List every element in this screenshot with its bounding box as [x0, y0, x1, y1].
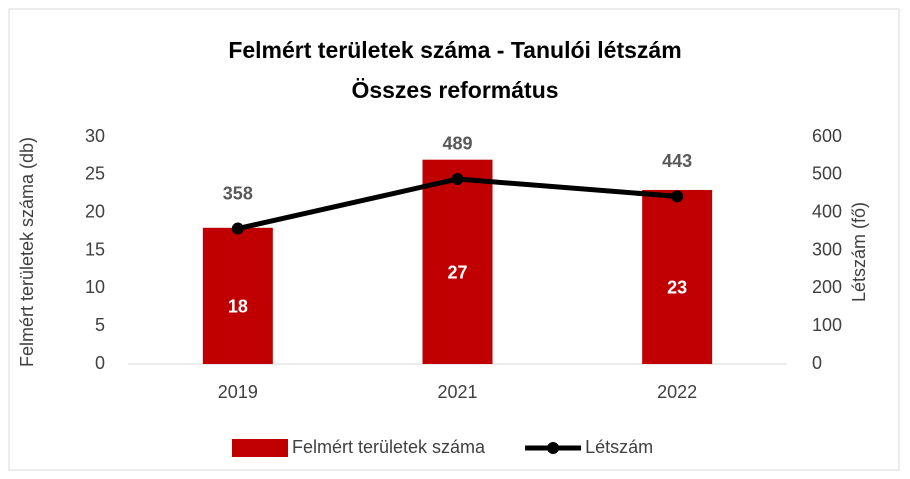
bar	[642, 189, 713, 364]
legend-label: Felmért területek száma	[292, 437, 486, 457]
line-data-label: 489	[442, 134, 472, 154]
x-tick-label: 2021	[437, 382, 477, 402]
y-tick-label: 30	[85, 126, 105, 146]
bar	[202, 227, 273, 364]
chart-subtitle: Összes református	[351, 77, 558, 103]
y-axis-title: Felmért területek száma (db)	[17, 137, 37, 367]
line-data-label: 443	[662, 151, 692, 171]
y-tick-label: 15	[85, 239, 105, 259]
y2-tick-label: 0	[812, 353, 822, 373]
y2-tick-label: 300	[812, 239, 842, 259]
y-tick-label: 25	[85, 164, 105, 184]
y2-tick-label: 200	[812, 277, 842, 297]
y2-tick-label: 100	[812, 315, 842, 335]
y-tick-label: 20	[85, 201, 105, 221]
x-tick-label: 2022	[657, 382, 697, 402]
y-tick-label: 0	[95, 353, 105, 373]
y2-axis-title: Létszám (fő)	[849, 202, 869, 302]
legend-swatch-marker	[547, 442, 560, 454]
bar-data-label: 27	[447, 263, 467, 283]
legend-label: Létszám	[585, 437, 653, 457]
y2-tick-label: 600	[812, 126, 842, 146]
x-tick-label: 2019	[218, 382, 258, 402]
bar	[422, 159, 493, 364]
bar-data-label: 23	[667, 278, 687, 298]
y-tick-label: 10	[85, 277, 105, 297]
legend-swatch	[232, 439, 288, 457]
bar-data-label: 18	[228, 297, 248, 317]
y-tick-label: 5	[95, 315, 105, 335]
line-data-label: 358	[223, 183, 253, 203]
line-marker	[231, 222, 244, 235]
y2-tick-label: 500	[812, 164, 842, 184]
chart-title: Felmért területek száma - Tanulói létszá…	[228, 37, 681, 63]
line-marker	[451, 172, 464, 185]
line-marker	[671, 190, 684, 203]
y2-tick-label: 400	[812, 201, 842, 221]
